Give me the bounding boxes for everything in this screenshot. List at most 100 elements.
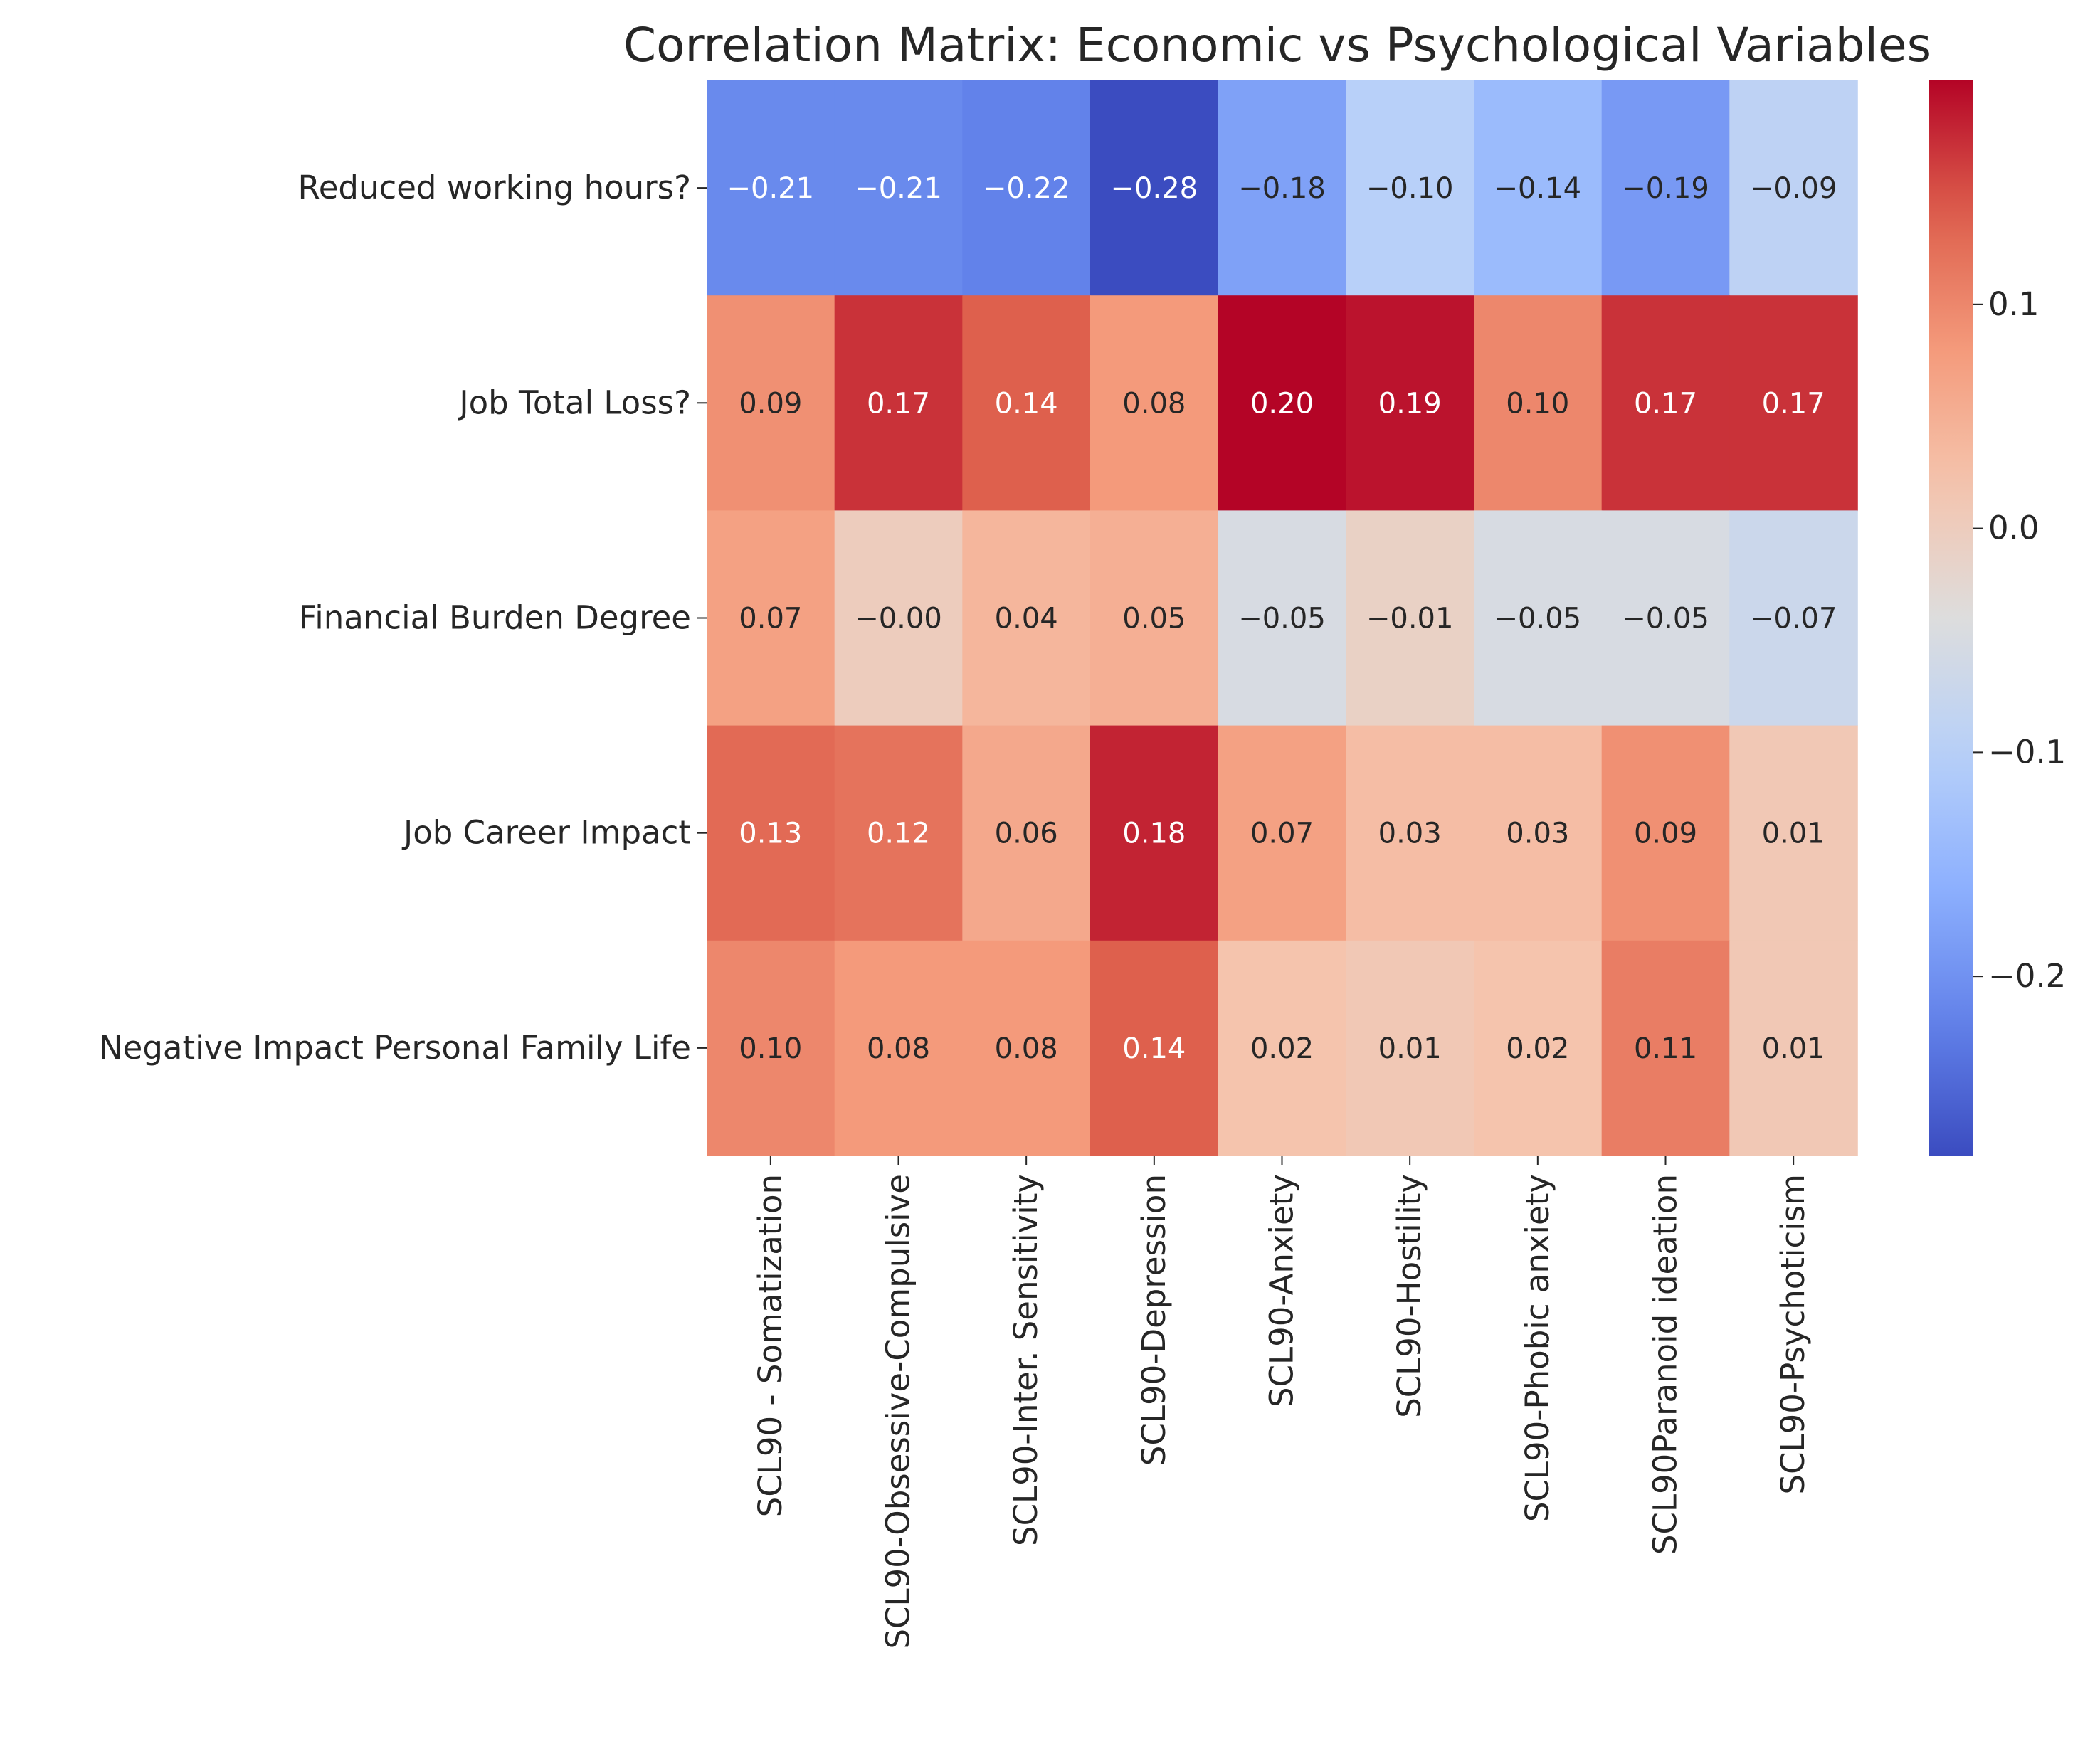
heatmap-cell-r1-c8 bbox=[1729, 295, 1858, 512]
heatmap-cell-r2-c5 bbox=[1346, 510, 1474, 726]
heatmap-cell-r3-c2 bbox=[962, 725, 1091, 941]
heatmap-cell-r2-c4 bbox=[1218, 510, 1347, 726]
heatmap-cell-r3-c1 bbox=[834, 725, 964, 941]
heatmap-cell-r3-c7 bbox=[1601, 725, 1731, 941]
cell-value-r2-c6: −0.05 bbox=[1494, 603, 1582, 635]
heatmap-cell-r0-c4 bbox=[1218, 80, 1347, 296]
cell-value-r1-c6: 0.10 bbox=[1506, 387, 1569, 420]
column-labels: SCL90 - Somatization SCL90-Obsessive-Comp… bbox=[751, 1156, 1812, 1649]
cell-value-r2-c3: 0.05 bbox=[1122, 603, 1186, 635]
cell-value-r1-c1: 0.17 bbox=[867, 387, 930, 420]
heatmap-cell-r4-c4 bbox=[1218, 940, 1347, 1156]
heatmap-cell-r0-c7 bbox=[1601, 80, 1731, 296]
cell-value-r3-c3: 0.18 bbox=[1122, 818, 1186, 850]
cell-value-r0-c8: −0.09 bbox=[1750, 172, 1837, 205]
row-label-2: Financial Burden Degree bbox=[299, 599, 691, 637]
heatmap-cell-r4-c2 bbox=[962, 940, 1091, 1156]
heatmap-cell-r3-c3 bbox=[1090, 725, 1219, 941]
column-label-0: SCL90 - Somatization bbox=[751, 1174, 789, 1517]
heatmap-cell-r1-c6 bbox=[1474, 295, 1603, 512]
cell-value-r4-c2: 0.08 bbox=[995, 1032, 1058, 1065]
cell-value-r3-c4: 0.07 bbox=[1250, 818, 1314, 850]
heatmap-cell-r0-c1 bbox=[834, 80, 964, 296]
heatmap-cell-r1-c3 bbox=[1090, 295, 1219, 512]
heatmap-cell-r2-c1 bbox=[834, 510, 964, 726]
colorbar-tick-label-0: 0.1 bbox=[1988, 285, 2040, 323]
heatmap-cell-r3-c8 bbox=[1729, 725, 1858, 941]
cell-value-r3-c6: 0.03 bbox=[1506, 818, 1569, 850]
cell-value-r2-c8: −0.07 bbox=[1750, 603, 1837, 635]
column-label-8: SCL90-Psychoticism bbox=[1774, 1174, 1812, 1494]
heatmap-cells bbox=[707, 80, 1858, 1156]
heatmap-cell-r2-c0 bbox=[707, 510, 835, 726]
colorbar-tick-label-2: −0.1 bbox=[1988, 733, 2066, 771]
cell-value-r0-c5: −0.10 bbox=[1366, 172, 1454, 205]
heatmap-cell-r0-c8 bbox=[1729, 80, 1858, 296]
cell-value-r1-c8: 0.17 bbox=[1762, 387, 1825, 420]
cell-value-r3-c7: 0.09 bbox=[1634, 818, 1697, 850]
cell-value-r2-c0: 0.07 bbox=[739, 603, 802, 635]
heatmap-cell-r4-c0 bbox=[707, 940, 835, 1156]
cell-value-r4-c8: 0.01 bbox=[1762, 1032, 1825, 1065]
cell-value-r4-c6: 0.02 bbox=[1506, 1032, 1569, 1065]
heatmap-cell-r3-c6 bbox=[1474, 725, 1603, 941]
cell-value-r1-c2: 0.14 bbox=[995, 387, 1058, 420]
column-label-5: SCL90-Hostility bbox=[1391, 1174, 1428, 1418]
cell-value-r3-c8: 0.01 bbox=[1762, 818, 1825, 850]
heatmap-cell-r2-c6 bbox=[1474, 510, 1603, 726]
heatmap-cell-r1-c1 bbox=[834, 295, 964, 512]
heatmap-cell-r0-c6 bbox=[1474, 80, 1603, 296]
cell-value-r4-c7: 0.11 bbox=[1634, 1032, 1697, 1065]
cell-value-r2-c5: −0.01 bbox=[1366, 603, 1454, 635]
heatmap-cell-r4-c8 bbox=[1729, 940, 1858, 1156]
heatmap-cell-r2-c3 bbox=[1090, 510, 1219, 726]
column-label-2: SCL90-Inter. Sensitivity bbox=[1007, 1174, 1045, 1546]
cell-value-r0-c7: −0.19 bbox=[1622, 172, 1709, 205]
cell-value-r4-c0: 0.10 bbox=[739, 1032, 802, 1065]
heatmap-cell-r0-c5 bbox=[1346, 80, 1474, 296]
cell-value-r3-c1: 0.12 bbox=[867, 818, 930, 850]
row-label-4: Negative Impact Personal Family Life bbox=[99, 1029, 691, 1067]
heatmap-cell-r0-c2 bbox=[962, 80, 1091, 296]
cell-value-r1-c7: 0.17 bbox=[1634, 387, 1697, 420]
heatmap-cell-r2-c8 bbox=[1729, 510, 1858, 726]
cell-value-r2-c4: −0.05 bbox=[1238, 603, 1326, 635]
cell-value-r2-c2: 0.04 bbox=[995, 603, 1058, 635]
column-label-7: SCL90Paranoid ideation bbox=[1647, 1174, 1684, 1555]
heatmap-cell-r4-c7 bbox=[1601, 940, 1731, 1156]
heatmap-cell-r2-c2 bbox=[962, 510, 1091, 726]
cell-value-r3-c2: 0.06 bbox=[995, 818, 1058, 850]
cell-value-r1-c3: 0.08 bbox=[1122, 387, 1186, 420]
cell-value-r0-c1: −0.21 bbox=[855, 172, 942, 205]
heatmap-cell-r3-c0 bbox=[707, 725, 835, 941]
heatmap-cell-r0-c3 bbox=[1090, 80, 1219, 296]
cell-value-labels: −0.21 −0.21 −0.22 −0.28 −0.18 −0.10 −0.14 −0.19… bbox=[727, 172, 1837, 1065]
heatmap-cell-r4-c6 bbox=[1474, 940, 1603, 1156]
colorbar-bar bbox=[1929, 80, 1973, 1156]
column-label-3: SCL90-Depression bbox=[1135, 1174, 1173, 1466]
cell-value-r4-c3: 0.14 bbox=[1122, 1032, 1186, 1065]
row-label-0: Reduced working hours? bbox=[297, 169, 691, 206]
heatmap-cell-r1-c5 bbox=[1346, 295, 1474, 512]
cell-value-r4-c5: 0.01 bbox=[1378, 1032, 1442, 1065]
heatmap-cell-r3-c4 bbox=[1218, 725, 1347, 941]
cell-value-r0-c6: −0.14 bbox=[1494, 172, 1582, 205]
column-label-6: SCL90-Phobic anxiety bbox=[1519, 1174, 1556, 1522]
cell-value-r1-c0: 0.09 bbox=[739, 387, 802, 420]
cell-value-r2-c7: −0.05 bbox=[1622, 603, 1709, 635]
row-labels: Reduced working hours? Job Total Loss? Fin… bbox=[99, 169, 707, 1067]
heatmap-cell-r1-c4 bbox=[1218, 295, 1347, 512]
cell-value-r3-c5: 0.03 bbox=[1378, 818, 1442, 850]
cell-value-r1-c4: 0.20 bbox=[1250, 387, 1314, 420]
heatmap-cell-r1-c7 bbox=[1601, 295, 1731, 512]
column-label-4: SCL90-Anxiety bbox=[1263, 1174, 1301, 1407]
colorbar-tick-label-1: 0.0 bbox=[1988, 509, 2040, 547]
cell-value-r1-c5: 0.19 bbox=[1378, 387, 1442, 420]
cell-value-r4-c1: 0.08 bbox=[867, 1032, 930, 1065]
cell-value-r4-c4: 0.02 bbox=[1250, 1032, 1314, 1065]
heatmap-cell-r2-c7 bbox=[1601, 510, 1731, 726]
colorbar-tick-label-3: −0.2 bbox=[1988, 957, 2066, 995]
heatmap-cell-r4-c1 bbox=[834, 940, 964, 1156]
cell-value-r2-c1: −0.00 bbox=[855, 603, 942, 635]
